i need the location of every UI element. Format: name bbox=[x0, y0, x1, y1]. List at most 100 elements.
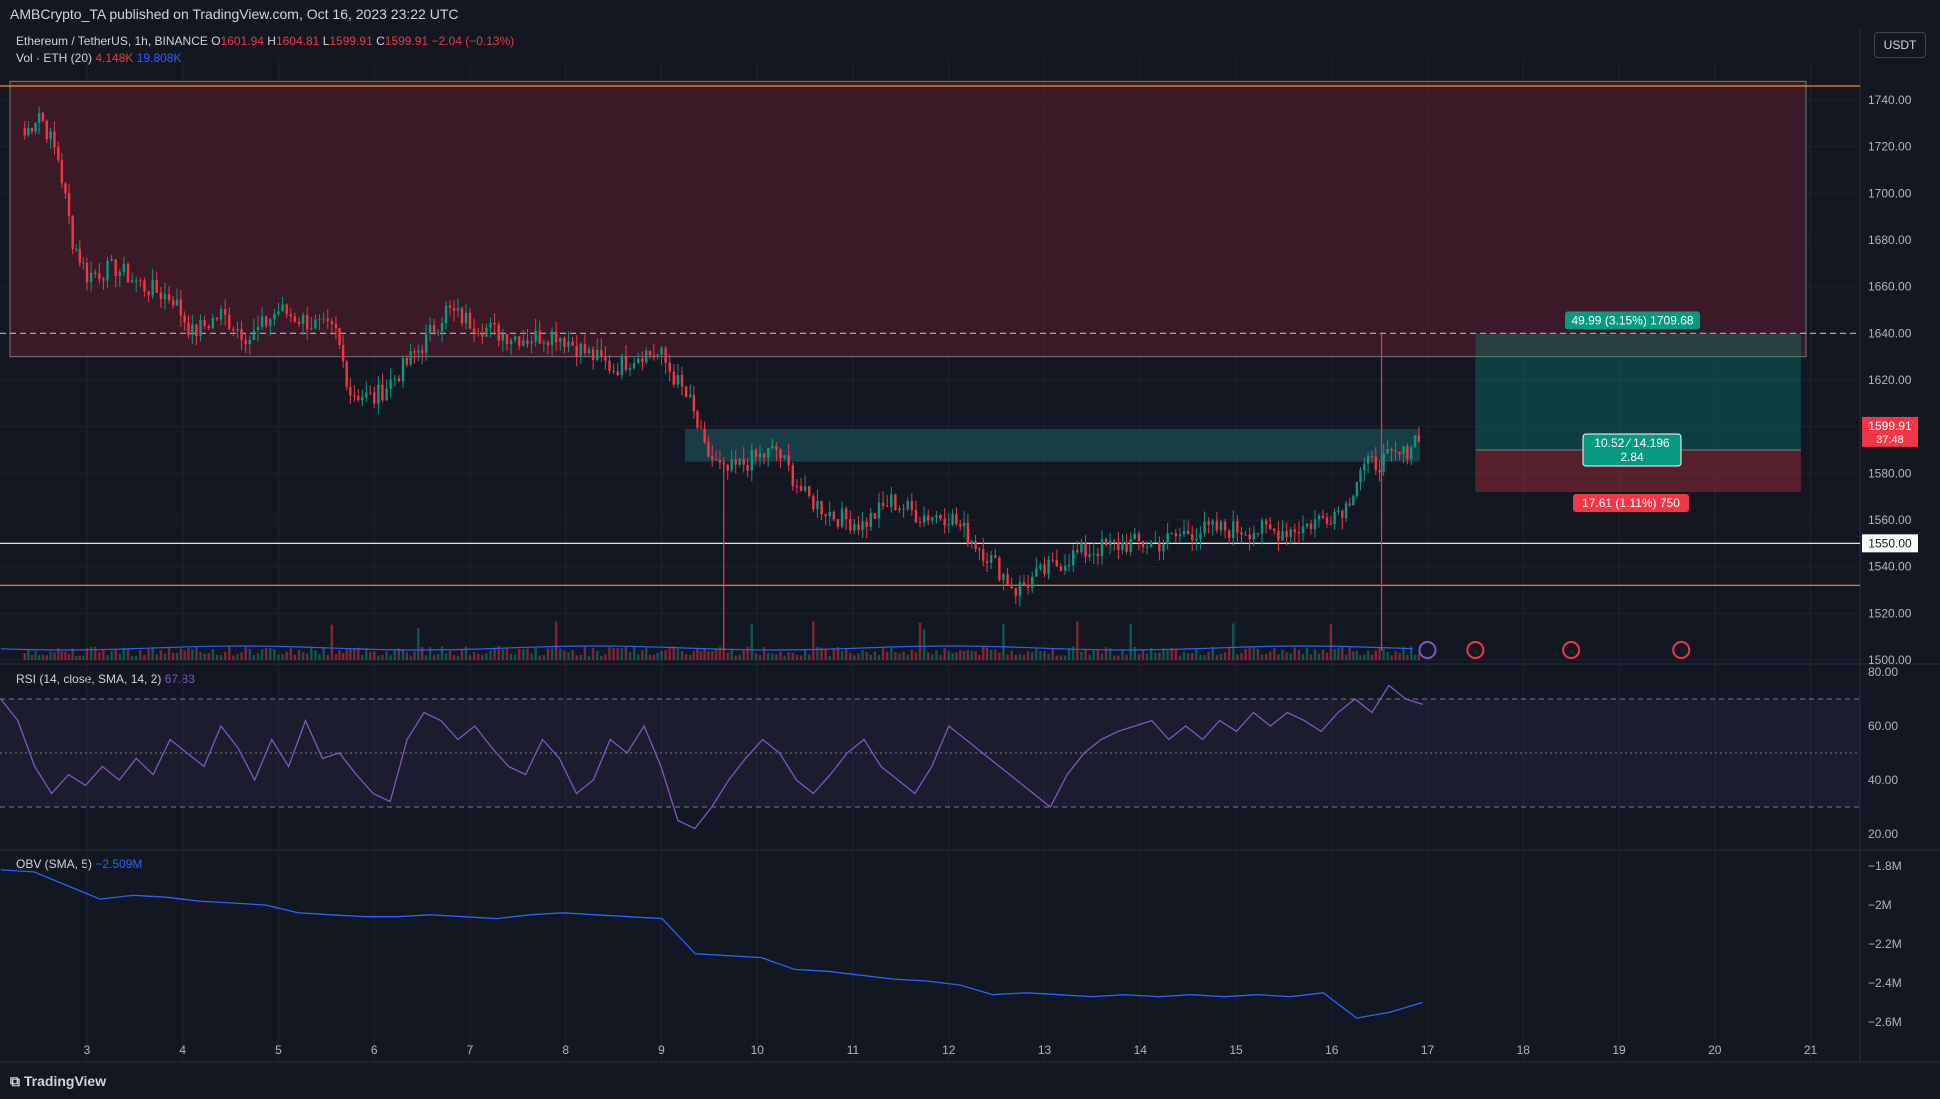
volume-bar bbox=[1186, 653, 1190, 660]
volume-bar bbox=[1113, 655, 1116, 660]
volume-bar bbox=[318, 654, 321, 660]
volume-bar bbox=[481, 654, 484, 660]
volume-bar bbox=[994, 649, 997, 660]
volume-bar bbox=[962, 650, 966, 660]
volume-bar bbox=[534, 646, 537, 660]
candle-body bbox=[1141, 541, 1145, 547]
candle-body bbox=[812, 495, 815, 510]
volume-bar bbox=[385, 651, 388, 660]
candle-body bbox=[840, 508, 844, 527]
close-label: C bbox=[376, 34, 385, 48]
volume-bar bbox=[460, 649, 464, 660]
price-tick-label: 1540.00 bbox=[1868, 560, 1912, 574]
candle-body bbox=[187, 322, 190, 336]
candle-body bbox=[1108, 540, 1112, 545]
candle-body bbox=[472, 328, 476, 334]
volume-bar bbox=[349, 649, 352, 660]
volume-bar bbox=[151, 647, 154, 660]
volume-value: 4.148K bbox=[95, 51, 134, 65]
volume-bar bbox=[711, 651, 714, 660]
candle-body bbox=[183, 315, 186, 323]
candle-body bbox=[513, 336, 517, 340]
volume-bar bbox=[1199, 654, 1202, 660]
tradingview-logo[interactable]: ⧉ TradingView bbox=[10, 1073, 106, 1090]
volume-bar bbox=[696, 648, 699, 660]
candle-body bbox=[1129, 538, 1132, 552]
candle-body bbox=[1341, 510, 1344, 519]
candle-body bbox=[546, 342, 550, 346]
volume-bar bbox=[191, 649, 194, 660]
candle-body bbox=[612, 370, 615, 372]
volume-bar bbox=[684, 654, 688, 660]
volume-bar bbox=[546, 648, 550, 660]
candle-body bbox=[898, 508, 901, 511]
volume-bar bbox=[914, 652, 918, 660]
volume-bar bbox=[1018, 654, 1022, 660]
candle-body bbox=[179, 299, 183, 316]
candle-body bbox=[297, 321, 301, 324]
candle-body bbox=[680, 374, 684, 387]
candle-body bbox=[167, 294, 171, 301]
candle-body bbox=[766, 448, 770, 458]
candle-body bbox=[775, 445, 778, 450]
volume-bar bbox=[978, 654, 981, 660]
candle-body bbox=[632, 363, 636, 369]
volume-bar bbox=[730, 648, 733, 660]
volume-bar bbox=[608, 647, 611, 660]
candle-body bbox=[497, 324, 500, 341]
candle-body bbox=[1030, 576, 1034, 588]
candle-body bbox=[604, 356, 607, 361]
candle-body bbox=[699, 427, 703, 429]
candle-body bbox=[477, 333, 480, 335]
currency-button[interactable]: USDT bbox=[1874, 32, 1926, 58]
volume-bar bbox=[203, 653, 206, 660]
volume-bar bbox=[159, 650, 163, 660]
volume-bar bbox=[49, 651, 52, 660]
volume-bar bbox=[1386, 651, 1389, 660]
volume-bar bbox=[432, 654, 436, 660]
volume-bar bbox=[114, 649, 117, 660]
volume-bar bbox=[130, 655, 134, 660]
demand-zone bbox=[685, 429, 1420, 462]
target-label-box bbox=[1565, 311, 1700, 330]
candle-body bbox=[890, 494, 893, 507]
volume-bar bbox=[37, 655, 41, 660]
candle-body bbox=[931, 517, 934, 521]
volume-bar bbox=[1297, 649, 1301, 660]
volume-bar bbox=[373, 651, 376, 660]
volume-bar bbox=[783, 655, 786, 660]
candle-body bbox=[334, 324, 338, 329]
volume-bar bbox=[641, 650, 644, 660]
candle-body bbox=[652, 355, 656, 358]
candle-body bbox=[1100, 539, 1104, 557]
candle-body bbox=[1232, 521, 1235, 539]
x-tick-label: 12 bbox=[942, 1043, 956, 1057]
candle-body bbox=[951, 514, 954, 525]
volume-bar bbox=[1035, 647, 1038, 660]
candle-body bbox=[456, 308, 460, 311]
candle-body bbox=[779, 449, 782, 458]
candle-body bbox=[718, 459, 722, 463]
volume-bar bbox=[1293, 647, 1297, 660]
candle-body bbox=[232, 328, 235, 331]
volume-bar bbox=[1043, 651, 1046, 660]
volume-bar bbox=[377, 655, 380, 660]
volume-bar bbox=[260, 649, 264, 660]
candle-body bbox=[861, 521, 864, 530]
price-tick-label: 1740.00 bbox=[1868, 93, 1912, 107]
candle-body bbox=[1154, 541, 1157, 543]
candle-body bbox=[660, 348, 663, 355]
candle-body bbox=[191, 324, 194, 336]
volume-bar bbox=[1329, 624, 1332, 660]
volume-bar bbox=[75, 655, 78, 660]
volume-bar bbox=[293, 654, 297, 660]
volume-bar bbox=[1174, 648, 1178, 660]
candle-body bbox=[353, 395, 356, 397]
volume-bar bbox=[1348, 647, 1351, 660]
candle-body bbox=[1256, 533, 1260, 535]
volume-bar bbox=[1039, 651, 1042, 660]
candle-body bbox=[563, 338, 566, 347]
rsi-label: RSI (14, close, SMA, 14, 2) bbox=[16, 672, 162, 686]
volume-bar bbox=[1088, 654, 1091, 660]
